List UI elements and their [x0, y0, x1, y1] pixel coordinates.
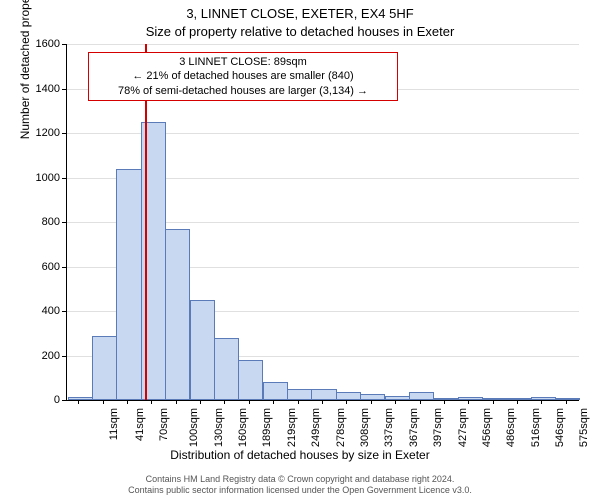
- y-tick-label: 1000: [36, 172, 60, 184]
- histogram-bar: [458, 397, 483, 400]
- x-tick-mark: [566, 400, 567, 404]
- x-tick-label: 249sqm: [310, 408, 322, 447]
- annotation-line: 3 LINNET CLOSE: 89sqm: [93, 55, 393, 69]
- histogram-bar: [555, 398, 580, 400]
- y-tick-mark: [62, 89, 66, 90]
- x-tick-mark: [395, 400, 396, 404]
- annotation-line: ← 21% of detached houses are smaller (84…: [93, 69, 393, 83]
- x-tick-label: 100sqm: [188, 408, 200, 447]
- x-tick-label: 160sqm: [237, 408, 249, 447]
- x-tick-mark: [151, 400, 152, 404]
- y-tick-label: 0: [54, 394, 60, 406]
- histogram-bar: [92, 336, 117, 400]
- y-tick-mark: [62, 311, 66, 312]
- x-tick-mark: [468, 400, 469, 404]
- x-tick-label: 367sqm: [408, 408, 420, 447]
- x-tick-mark: [249, 400, 250, 404]
- gridline: [67, 44, 579, 45]
- footer-line2: Contains public sector information licen…: [0, 485, 600, 496]
- y-tick-mark: [62, 356, 66, 357]
- y-tick-mark: [62, 44, 66, 45]
- x-tick-mark: [200, 400, 201, 404]
- y-tick-mark: [62, 222, 66, 223]
- y-tick-label: 400: [42, 305, 60, 317]
- y-tick-label: 1400: [36, 83, 60, 95]
- x-tick-mark: [541, 400, 542, 404]
- x-tick-label: 575sqm: [579, 408, 591, 447]
- y-tick-mark: [62, 178, 66, 179]
- x-tick-mark: [517, 400, 518, 404]
- x-tick-mark: [127, 400, 128, 404]
- chart-title-sub: Size of property relative to detached ho…: [0, 24, 600, 39]
- y-tick-label: 600: [42, 261, 60, 273]
- y-tick-label: 800: [42, 216, 60, 228]
- histogram-bar: [531, 397, 556, 400]
- annotation-line: 78% of semi-detached houses are larger (…: [93, 84, 393, 98]
- histogram-bar: [506, 398, 531, 400]
- x-tick-mark: [420, 400, 421, 404]
- x-tick-mark: [224, 400, 225, 404]
- x-tick-label: 130sqm: [213, 408, 225, 447]
- histogram-bar: [409, 392, 434, 400]
- histogram-bar: [190, 300, 215, 400]
- x-tick-mark: [176, 400, 177, 404]
- histogram-bar: [263, 382, 288, 400]
- y-tick-label: 1600: [36, 38, 60, 50]
- x-tick-mark: [298, 400, 299, 404]
- x-tick-label: 546sqm: [554, 408, 566, 447]
- x-tick-mark: [103, 400, 104, 404]
- x-tick-label: 41sqm: [134, 408, 146, 441]
- histogram-bar: [214, 338, 239, 400]
- chart-title-main: 3, LINNET CLOSE, EXETER, EX4 5HF: [0, 6, 600, 21]
- x-tick-label: 427sqm: [457, 408, 469, 447]
- footer-line1: Contains HM Land Registry data © Crown c…: [0, 474, 600, 485]
- x-tick-label: 278sqm: [335, 408, 347, 447]
- x-tick-mark: [322, 400, 323, 404]
- x-tick-label: 11sqm: [108, 408, 120, 440]
- x-tick-mark: [371, 400, 372, 404]
- x-tick-mark: [273, 400, 274, 404]
- y-tick-mark: [62, 400, 66, 401]
- x-tick-label: 189sqm: [262, 408, 274, 447]
- histogram-bar: [336, 392, 361, 400]
- histogram-bar: [482, 398, 507, 400]
- y-tick-label: 200: [42, 350, 60, 362]
- annotation-box: 3 LINNET CLOSE: 89sqm← 21% of detached h…: [88, 52, 398, 101]
- y-tick-mark: [62, 133, 66, 134]
- x-tick-label: 219sqm: [286, 408, 298, 447]
- histogram-bar: [311, 389, 336, 400]
- histogram-bar: [385, 396, 410, 400]
- x-tick-mark: [78, 400, 79, 404]
- histogram-bar: [68, 397, 93, 400]
- x-tick-mark: [493, 400, 494, 404]
- x-tick-label: 516sqm: [530, 408, 542, 447]
- histogram-bar: [165, 229, 190, 400]
- y-tick-label: 1200: [36, 127, 60, 139]
- x-tick-label: 70sqm: [158, 408, 170, 441]
- x-axis-label: Distribution of detached houses by size …: [0, 448, 600, 462]
- y-axis-label: Number of detached properties: [18, 0, 32, 139]
- x-tick-label: 456sqm: [481, 408, 493, 447]
- x-tick-mark: [346, 400, 347, 404]
- histogram-bar: [287, 389, 312, 400]
- x-tick-label: 486sqm: [505, 408, 517, 447]
- footer: Contains HM Land Registry data © Crown c…: [0, 474, 600, 496]
- y-tick-mark: [62, 267, 66, 268]
- histogram-bar: [238, 360, 263, 400]
- x-tick-label: 337sqm: [384, 408, 396, 447]
- x-tick-label: 308sqm: [359, 408, 371, 447]
- histogram-bar: [433, 398, 458, 400]
- x-tick-mark: [444, 400, 445, 404]
- x-tick-label: 397sqm: [432, 408, 444, 447]
- histogram-bar: [116, 169, 141, 400]
- histogram-bar: [360, 394, 385, 400]
